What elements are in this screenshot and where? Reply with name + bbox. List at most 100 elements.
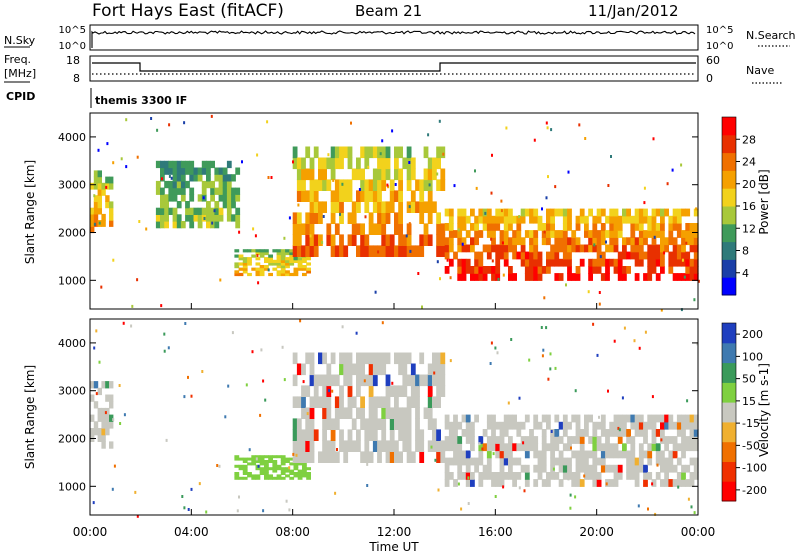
echo-cell (596, 443, 602, 452)
echo-cell (160, 207, 165, 215)
echo-cell (381, 440, 387, 452)
echo-cell (617, 436, 623, 444)
echo-cell (470, 472, 475, 480)
echo-cell (326, 363, 332, 376)
echo-cell (482, 266, 488, 274)
echo-cell (588, 244, 593, 253)
echo-cell (512, 414, 517, 423)
echo-cell (630, 443, 636, 452)
echo-cell (189, 187, 195, 195)
echo-cell (251, 462, 257, 466)
echo-speckle (651, 482, 654, 486)
echo-cell (402, 429, 408, 441)
echo-cell (289, 259, 295, 263)
echo-speckle (671, 168, 674, 172)
echo-speckle (321, 241, 324, 244)
echo-speckle (266, 120, 269, 124)
echo-cell (575, 479, 581, 487)
echo-cell (550, 251, 555, 260)
echo-cell (491, 273, 496, 281)
echo-cell (503, 472, 509, 480)
echo-cell (638, 464, 644, 473)
echo-cell (264, 455, 269, 459)
echo-speckle (245, 383, 248, 387)
echo-cell (259, 270, 265, 274)
echo-cell (630, 230, 636, 238)
echo-cell (280, 270, 286, 274)
echo-cell (410, 168, 416, 181)
echo-speckle (569, 506, 572, 510)
echo-speckle (430, 445, 433, 449)
echo-cell (588, 208, 593, 217)
echo-cell (491, 230, 496, 238)
echo-speckle (257, 281, 260, 285)
echo-cell (289, 257, 295, 261)
echo-speckle (113, 464, 116, 468)
echo-cell (470, 457, 475, 466)
echo-cell (520, 251, 526, 260)
echo-cell (402, 363, 408, 376)
echo-cell (554, 258, 560, 267)
echo-cell (643, 208, 648, 217)
echo-cell (537, 472, 543, 480)
echo-cell (105, 201, 110, 209)
echo-cell (292, 157, 298, 170)
echo-cell (436, 451, 441, 463)
echo-cell (512, 479, 517, 487)
echo-cell (251, 455, 257, 459)
echo-cell (172, 174, 178, 182)
echo-cell (339, 146, 344, 159)
colorbar-tick-label: 28 (742, 133, 756, 146)
echo-cell (105, 195, 110, 202)
echo-speckle (283, 378, 286, 382)
echo-speckle (522, 441, 525, 445)
echo-cell (638, 421, 644, 430)
echo-cell (259, 249, 265, 253)
echo-cell (685, 208, 691, 217)
echo-cell (613, 421, 619, 430)
echo-cell (613, 266, 619, 274)
echo-cell (592, 258, 598, 267)
echo-speckle (134, 490, 137, 494)
echo-cell (398, 385, 403, 397)
echo-cell (259, 254, 265, 258)
echo-cell (322, 407, 327, 419)
echo-cell (630, 464, 636, 473)
echo-cell (676, 215, 682, 224)
echo-cell (292, 451, 298, 463)
echo-cell (109, 421, 114, 429)
echo-speckle (119, 422, 122, 425)
echo-cell (251, 474, 257, 478)
echo-cell (326, 396, 332, 408)
echo-cell (672, 223, 678, 231)
echo-cell (247, 262, 252, 266)
echo-cell (318, 234, 323, 246)
echo-cell (685, 436, 691, 444)
echo-cell (385, 157, 391, 170)
echo-cell (242, 476, 248, 480)
echo-cell (486, 450, 492, 459)
echo-speckle (218, 464, 221, 468)
echo-cell (524, 414, 530, 423)
echo-cell (634, 479, 640, 487)
echo-cell (322, 429, 327, 441)
echo-cell (264, 460, 269, 463)
echo-cell (524, 472, 530, 480)
echo-cell (693, 443, 699, 452)
echo-cell (427, 190, 433, 202)
echo-cell (634, 457, 640, 466)
echo-cell (155, 180, 161, 189)
echo-speckle (685, 241, 688, 245)
echo-cell (575, 429, 581, 437)
echo-cell (276, 270, 282, 274)
echo-cell (453, 436, 458, 444)
echo-cell (305, 352, 311, 365)
echo-cell (343, 146, 349, 159)
echo-cell (247, 272, 252, 277)
echo-cell (264, 474, 269, 478)
echo-cell (571, 414, 577, 423)
echo-cell (280, 476, 286, 480)
echo-cell (343, 245, 349, 257)
echo-cell (394, 212, 399, 224)
echo-cell (415, 385, 420, 397)
